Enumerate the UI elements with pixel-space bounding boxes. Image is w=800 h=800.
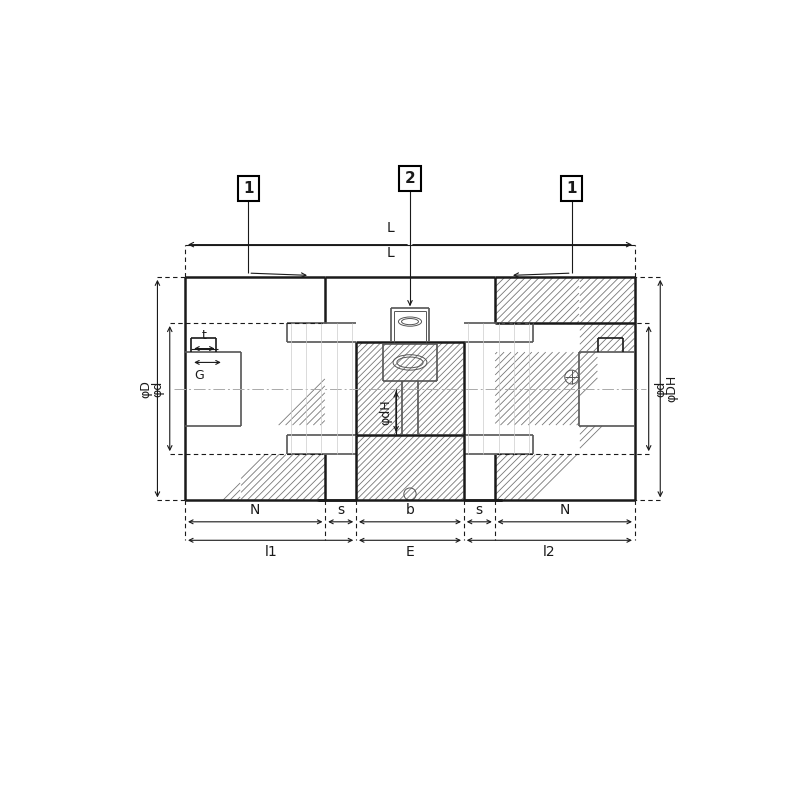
Text: E: E bbox=[406, 545, 414, 559]
Text: s: s bbox=[476, 503, 483, 517]
Text: G: G bbox=[194, 370, 204, 382]
Text: φdH: φdH bbox=[379, 399, 392, 425]
Text: φDH: φDH bbox=[666, 375, 678, 402]
Text: t: t bbox=[202, 329, 207, 342]
Text: φD: φD bbox=[139, 380, 152, 398]
Text: φd: φd bbox=[654, 381, 667, 397]
Text: 2: 2 bbox=[405, 171, 415, 186]
Text: L: L bbox=[387, 246, 394, 260]
Text: 1: 1 bbox=[243, 181, 254, 196]
Text: l2: l2 bbox=[543, 545, 556, 559]
Text: N: N bbox=[250, 503, 261, 517]
Text: 1: 1 bbox=[566, 181, 577, 196]
Text: N: N bbox=[559, 503, 570, 517]
Text: φd: φd bbox=[151, 381, 164, 397]
Text: L: L bbox=[387, 222, 394, 235]
Text: b: b bbox=[406, 503, 414, 517]
Text: s: s bbox=[337, 503, 344, 517]
Text: l1: l1 bbox=[264, 545, 277, 559]
